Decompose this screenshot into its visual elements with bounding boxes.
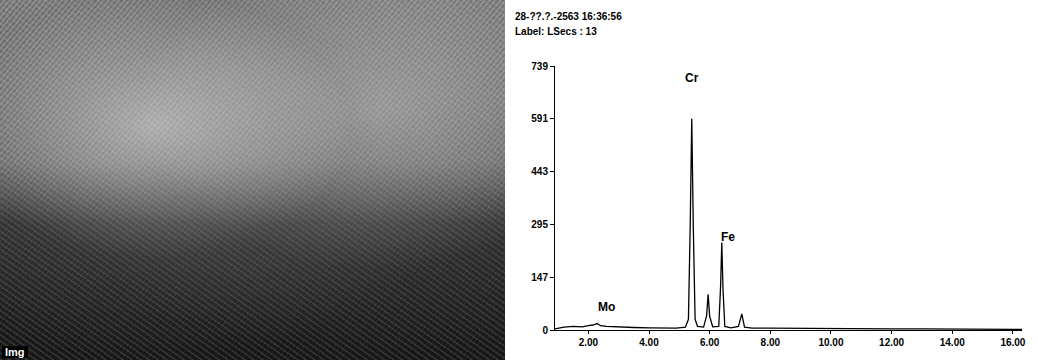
svg-text:Label: LSecs : 13: Label: LSecs : 13 [515,26,597,37]
svg-text:14.00: 14.00 [940,337,965,348]
svg-text:12.00: 12.00 [879,337,904,348]
svg-text:4.00: 4.00 [639,337,659,348]
svg-text:0: 0 [542,325,548,336]
svg-text:Fe: Fe [721,230,735,244]
svg-text:739: 739 [531,61,548,72]
svg-text:Cr: Cr [685,71,699,85]
html-text:Img: Img [5,346,25,358]
svg-text:443: 443 [531,166,548,177]
svg-text:16.00: 16.00 [1000,337,1025,348]
svg-text:147: 147 [531,272,548,283]
svg-text:2.00: 2.00 [579,337,599,348]
svg-text:Mo: Mo [598,300,615,314]
svg-text:295: 295 [531,219,548,230]
svg-text:28-??.?.-2563 16:36:56: 28-??.?.-2563 16:36:56 [515,11,622,22]
svg-text:10.00: 10.00 [818,337,843,348]
svg-text:6.00: 6.00 [700,337,720,348]
svg-text:8.00: 8.00 [761,337,781,348]
svg-text:591: 591 [531,113,548,124]
